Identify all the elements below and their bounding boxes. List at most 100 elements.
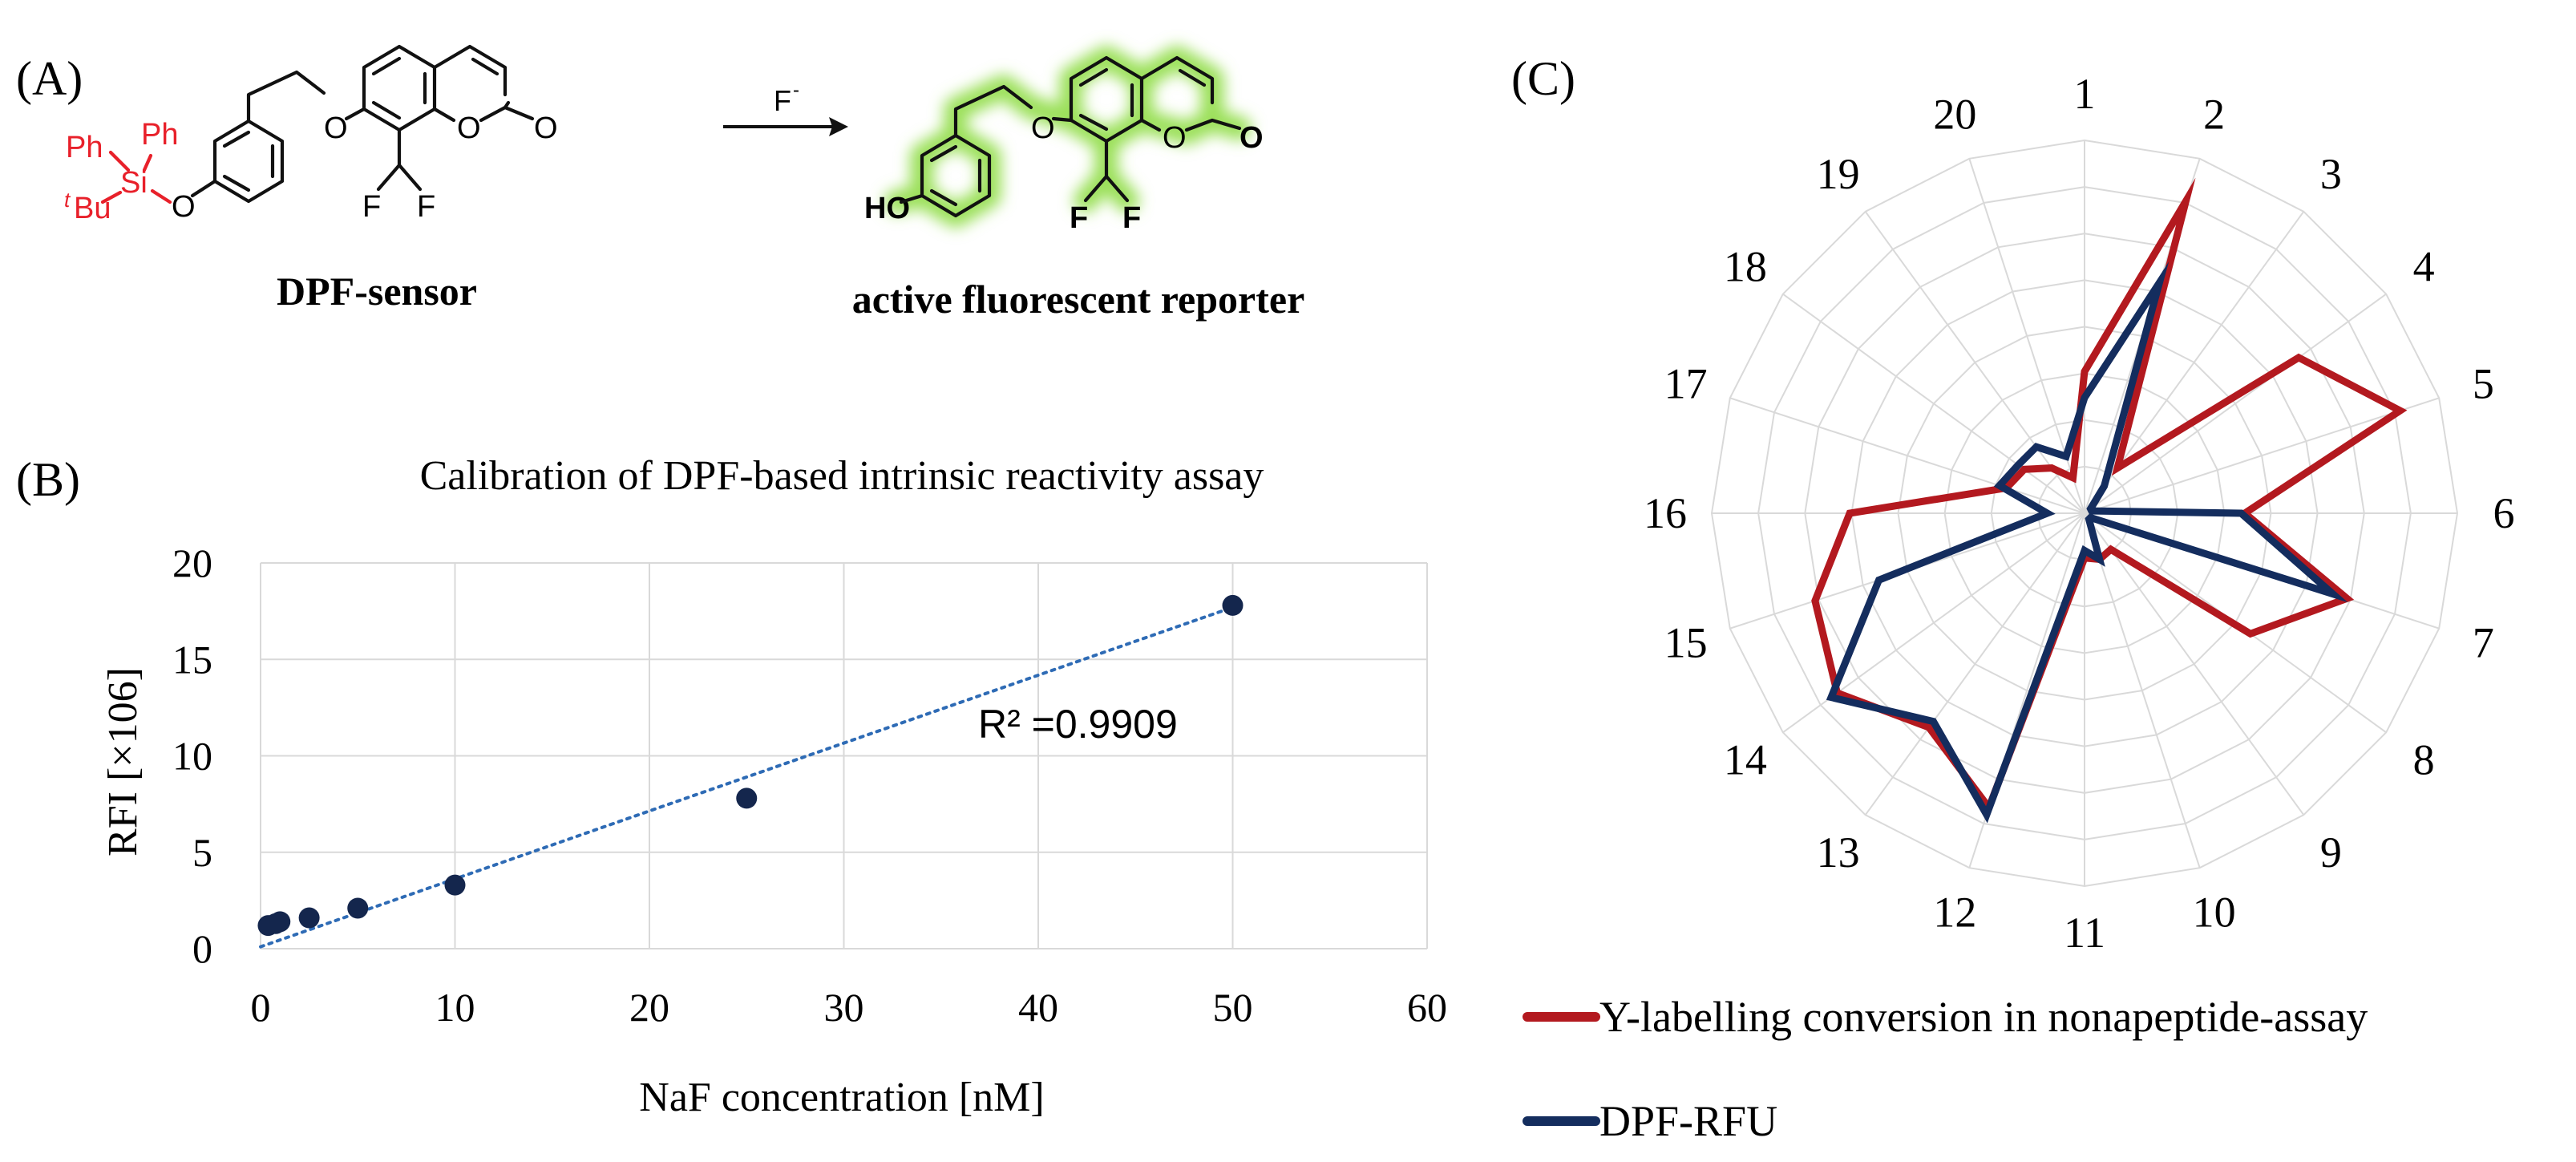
category-label: 19 xyxy=(1817,150,1860,198)
bond-ho-ring xyxy=(899,193,924,204)
x-tick-label: 50 xyxy=(1213,985,1253,1030)
fluorine-1-2: F xyxy=(1070,201,1088,235)
scatter-tick-labels: 0 10 20 30 40 50 60 0 5 10 15 20 xyxy=(172,541,1447,1030)
fluorine-1: F xyxy=(362,190,381,224)
radar-spoke xyxy=(2084,512,2305,816)
category-label: 20 xyxy=(1933,91,1976,139)
bond-ether xyxy=(344,107,366,121)
y-tick-label: 0 xyxy=(192,926,212,971)
x-tick-label: 40 xyxy=(1018,985,1058,1030)
pyranone-double-bond xyxy=(471,57,499,76)
dpf-sensor-structure: Ph Ph Si t Bu O O O O F F xyxy=(64,44,558,225)
ring-oxygen: O xyxy=(457,111,481,145)
coumarin-double-bonds-2 xyxy=(1078,67,1134,132)
category-label: 3 xyxy=(2320,150,2342,198)
r-squared-annotation: R² =0.9909 xyxy=(978,702,1178,747)
radar-series-line xyxy=(1826,261,2348,824)
category-label: 6 xyxy=(2493,489,2515,537)
panel-a-label: (A) xyxy=(16,52,83,105)
ether-oxygen-2: O xyxy=(1031,111,1055,145)
reporter-structure: HO O O O F F xyxy=(864,46,1264,235)
phenyl-label-2: Ph xyxy=(141,118,178,152)
phenyl-label-1: Ph xyxy=(66,131,103,164)
fluorine-2: F xyxy=(417,190,435,224)
tert-prefix: t xyxy=(64,188,71,212)
benzene-double-bonds xyxy=(222,130,275,192)
ether-oxygen: O xyxy=(324,111,348,145)
pyranone-double-bond-2 xyxy=(1178,68,1207,87)
legend-label-dpf-rfu: DPF-RFU xyxy=(1599,1097,1777,1145)
data-point xyxy=(347,897,369,919)
category-label: 16 xyxy=(1644,489,1687,537)
legend: Y-labelling conversion in nonapeptide-as… xyxy=(1523,993,2368,1145)
panel-b: (B) Calibration of DPF-based intrinsic r… xyxy=(16,453,1447,1120)
ring-oxygen-2: O xyxy=(1163,121,1187,155)
category-label: 12 xyxy=(1933,888,1976,936)
x-axis-label: NaF concentration [nM] xyxy=(639,1075,1044,1120)
reporter-name: active fluorescent reporter xyxy=(852,277,1305,322)
category-label: 10 xyxy=(2193,888,2236,936)
benzyl-bonds xyxy=(246,70,326,123)
silyl-bonds xyxy=(100,150,172,204)
radar-spoke xyxy=(2084,293,2387,514)
reagent-charge: - xyxy=(793,79,799,101)
category-label: 9 xyxy=(2320,828,2342,877)
fluorescent-glow xyxy=(884,46,1252,228)
hydroxyl-label: HO xyxy=(864,192,910,225)
phenol-ring xyxy=(920,133,992,218)
y-axis-label: RFI [×106] xyxy=(100,667,146,856)
data-point xyxy=(736,787,758,809)
y-tick-label: 15 xyxy=(172,637,212,682)
butyl-label: Bu xyxy=(74,192,111,225)
reagent-label: F xyxy=(774,84,791,117)
radar-spoke xyxy=(1782,293,2085,514)
trendline xyxy=(259,605,1235,949)
radar-spoke xyxy=(2084,397,2440,514)
y-tick-label: 10 xyxy=(172,734,212,779)
reaction-arrow: F - xyxy=(723,79,848,136)
x-tick-label: 0 xyxy=(251,985,271,1030)
x-tick-label: 60 xyxy=(1407,985,1447,1030)
pyranone-bonds xyxy=(432,44,508,123)
sensor-name: DPF-sensor xyxy=(277,269,477,314)
category-label: 1 xyxy=(2074,70,2096,118)
x-tick-label: 10 xyxy=(435,985,475,1030)
category-label: 14 xyxy=(1724,735,1767,783)
carbonyl-oxygen-2: O xyxy=(1239,121,1264,155)
x-tick-label: 30 xyxy=(824,985,864,1030)
data-point xyxy=(1222,594,1244,616)
panel-c-label: (C) xyxy=(1511,52,1575,105)
lactone-bond-2 xyxy=(1184,118,1242,132)
x-tick-label: 20 xyxy=(629,985,669,1030)
category-label: 17 xyxy=(1664,359,1708,407)
chart-title: Calibration of DPF-based intrinsic react… xyxy=(420,453,1264,499)
category-label: 15 xyxy=(1664,619,1708,667)
bond-ether-2 xyxy=(1051,116,1074,123)
benzene-ring xyxy=(212,119,285,204)
category-label: 5 xyxy=(2473,359,2494,407)
coumarin-double-bonds xyxy=(371,56,427,120)
radar-series xyxy=(1811,177,2408,824)
category-label: 18 xyxy=(1724,243,1767,291)
carbonyl-oxygen: O xyxy=(534,111,558,145)
radar-spoke xyxy=(1864,211,2085,514)
scatter-points xyxy=(257,594,1244,937)
data-point xyxy=(269,911,291,933)
legend-label-y-labelling: Y-labelling conversion in nonapeptide-as… xyxy=(1599,993,2368,1041)
category-label: 4 xyxy=(2413,243,2435,291)
silicon-label: Si xyxy=(120,166,148,200)
benzyl-bonds-2 xyxy=(953,84,1033,138)
radar-grid xyxy=(1710,139,2459,888)
category-label: 7 xyxy=(2473,619,2494,667)
phenol-double-bonds xyxy=(929,144,982,207)
category-label: 8 xyxy=(2413,735,2435,783)
difluoromethyl-bonds xyxy=(376,128,423,192)
category-label: 11 xyxy=(2064,909,2105,957)
category-label: 2 xyxy=(2203,91,2225,139)
scatter-gridlines xyxy=(260,562,1428,949)
panel-a: (A) Ph Ph Si t Bu O O O O xyxy=(16,44,1305,322)
fluorine-2-2: F xyxy=(1122,201,1141,235)
y-tick-label: 5 xyxy=(192,830,212,875)
